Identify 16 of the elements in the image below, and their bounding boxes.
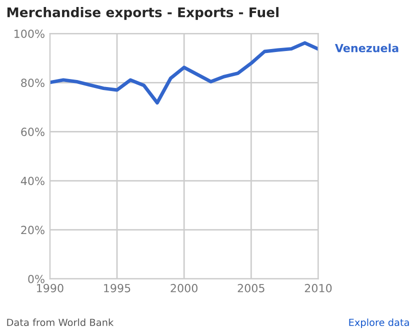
x-tick-label: 2000 <box>170 284 198 292</box>
chart-title: Merchandise exports - Exports - Fuel <box>7 7 278 20</box>
x-tick-label: 2005 <box>238 284 264 292</box>
y-tick-label: 40% <box>20 176 44 186</box>
y-tick-label: 60% <box>21 128 44 136</box>
text: Data from World Bank <box>7 318 114 326</box>
x-tick-label: 1995 <box>104 284 130 292</box>
x-tick-label: 2010 <box>304 284 332 292</box>
y-tick-label: 80% <box>21 78 44 88</box>
line-series <box>50 41 318 105</box>
y-tick-label: 20% <box>21 226 44 234</box>
y-tick-label: 0% <box>28 274 44 284</box>
y-tick-label: 100% <box>14 30 44 38</box>
series-label: Venezuela <box>334 44 398 52</box>
x-tick-label: 1990 <box>37 284 64 292</box>
text: Explore data <box>349 318 409 328</box>
